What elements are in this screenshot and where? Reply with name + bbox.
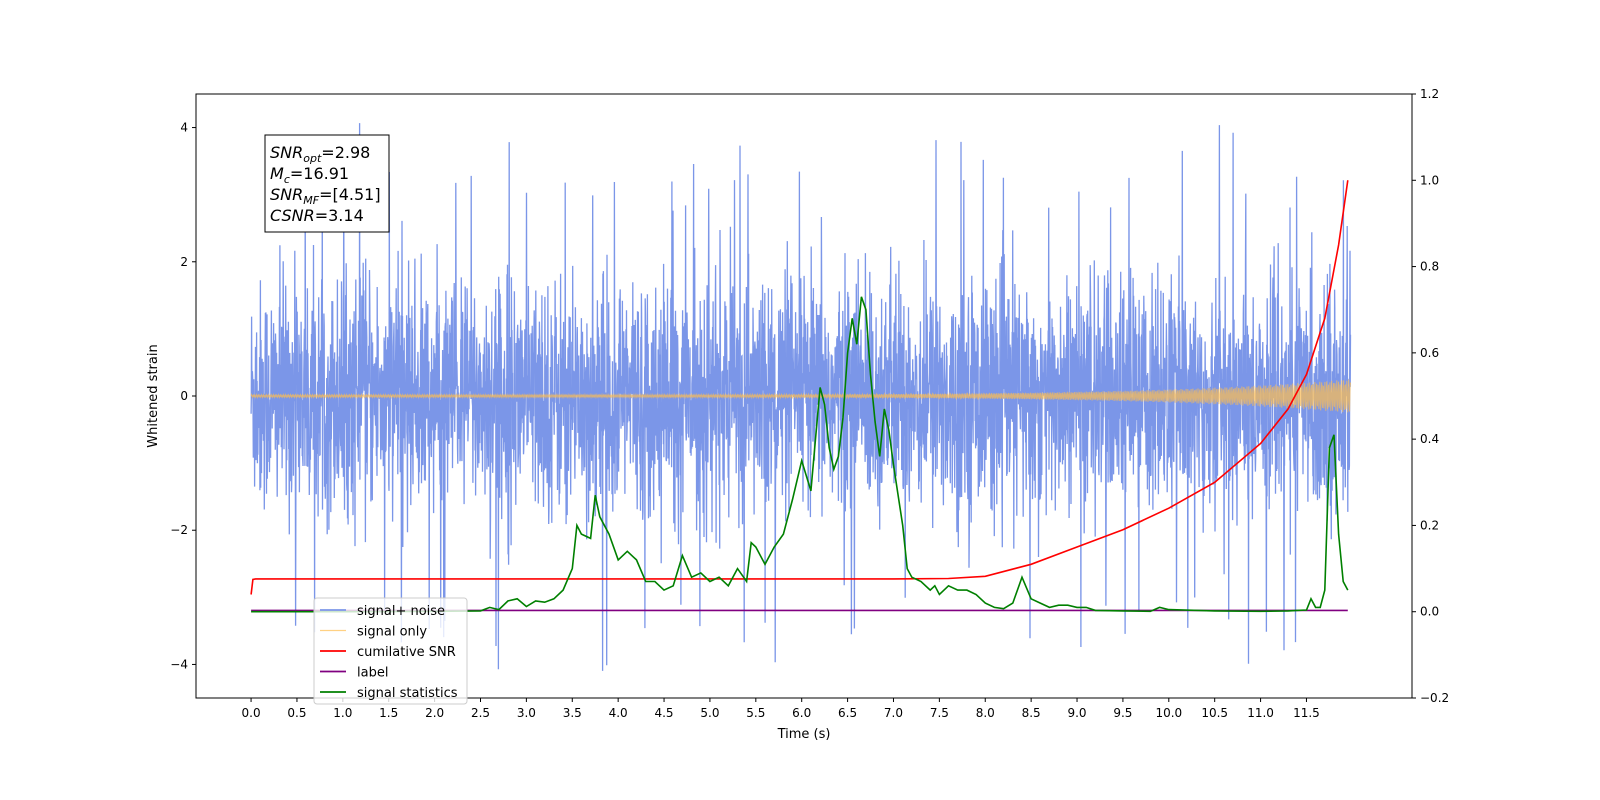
y-axis-label: Whitened strain: [146, 344, 161, 447]
x-tick-label: 0.0: [242, 706, 261, 720]
x-tick-label: 4.0: [609, 706, 628, 720]
annotation-line: Mc=16.91: [270, 164, 349, 186]
y-tick-label: 2: [180, 255, 188, 269]
x-tick-label: 5.5: [746, 706, 765, 720]
x-tick-label: 8.5: [1022, 706, 1041, 720]
y2-tick-label: 0.6: [1420, 346, 1439, 360]
x-tick-label: 2.0: [425, 706, 444, 720]
legend-entry: signal only: [357, 625, 427, 640]
legend: signal+ noise signal only cumilative SNR la…: [313, 597, 468, 705]
x-axis-label: Time (s): [777, 727, 831, 742]
x-tick-label: 10.5: [1201, 706, 1228, 720]
y2-tick-label: 1.0: [1420, 173, 1439, 187]
x-tick-label: 11.5: [1293, 706, 1320, 720]
y-tick-label: −4: [170, 657, 188, 671]
x-tick-label: 3.5: [563, 706, 582, 720]
series-signal-statistics-line: [251, 296, 1349, 613]
y2-tick-label: −0.2: [1420, 691, 1449, 705]
y-tick-label: 0: [180, 389, 188, 403]
y-tick-label: 4: [180, 121, 188, 135]
x-tick-label: 2.5: [471, 706, 490, 720]
x-tick-label: 10.0: [1155, 706, 1182, 720]
annotation-frame: [264, 134, 390, 233]
legend-frame: [313, 597, 468, 705]
x-axis: 0.0 0.5 1.0 1.5 2.0 2.5 3.0 3.5 4.0 4.5 5.0 5.5 6.0 6…: [242, 698, 1320, 720]
x-tick-label: 1.0: [333, 706, 352, 720]
y2-tick-label: 1.2: [1420, 87, 1439, 101]
annotation-line: SNRopt=2.98: [270, 143, 370, 165]
series-cumilative-snr-line: [250, 180, 1349, 595]
y-tick-label: −2: [170, 523, 188, 537]
y-axis-left: 4 2 0 −2 −4: [170, 121, 196, 671]
annotation-line: CSNR=3.14: [270, 206, 364, 225]
x-tick-label: 4.5: [654, 706, 673, 720]
x-tick-label: 8.0: [976, 706, 995, 720]
x-tick-label: 0.5: [287, 706, 306, 720]
series-signal-only-line: [250, 379, 1351, 413]
legend-entry: signal statistics: [357, 686, 458, 701]
legend-entry: cumilative SNR: [357, 645, 456, 660]
y2-tick-label: 0.2: [1420, 518, 1439, 532]
y2-tick-label: 0.8: [1420, 260, 1439, 274]
y2-tick-label: 0.4: [1420, 432, 1439, 446]
x-tick-label: 6.5: [838, 706, 857, 720]
legend-entry: label: [357, 666, 388, 681]
series-signal-noise-line: [250, 123, 1352, 671]
x-tick-label: 1.5: [379, 706, 398, 720]
x-tick-label: 9.5: [1113, 706, 1132, 720]
y2-tick-label: 0.0: [1420, 605, 1439, 619]
x-tick-label: 3.0: [517, 706, 536, 720]
y-axis-right: 1.2 1.0 0.8 0.6 0.4 0.2 0.0 −0.2: [1412, 87, 1449, 705]
x-tick-label: 6.0: [792, 706, 811, 720]
x-tick-label: 9.0: [1067, 706, 1086, 720]
x-tick-label: 5.0: [700, 706, 719, 720]
x-tick-label: 7.5: [930, 706, 949, 720]
annotation-line: SNRMF=[4.51]: [270, 185, 381, 207]
legend-entry: signal+ noise: [357, 604, 445, 619]
x-tick-label: 7.0: [884, 706, 903, 720]
x-tick-label: 11.0: [1247, 706, 1274, 720]
